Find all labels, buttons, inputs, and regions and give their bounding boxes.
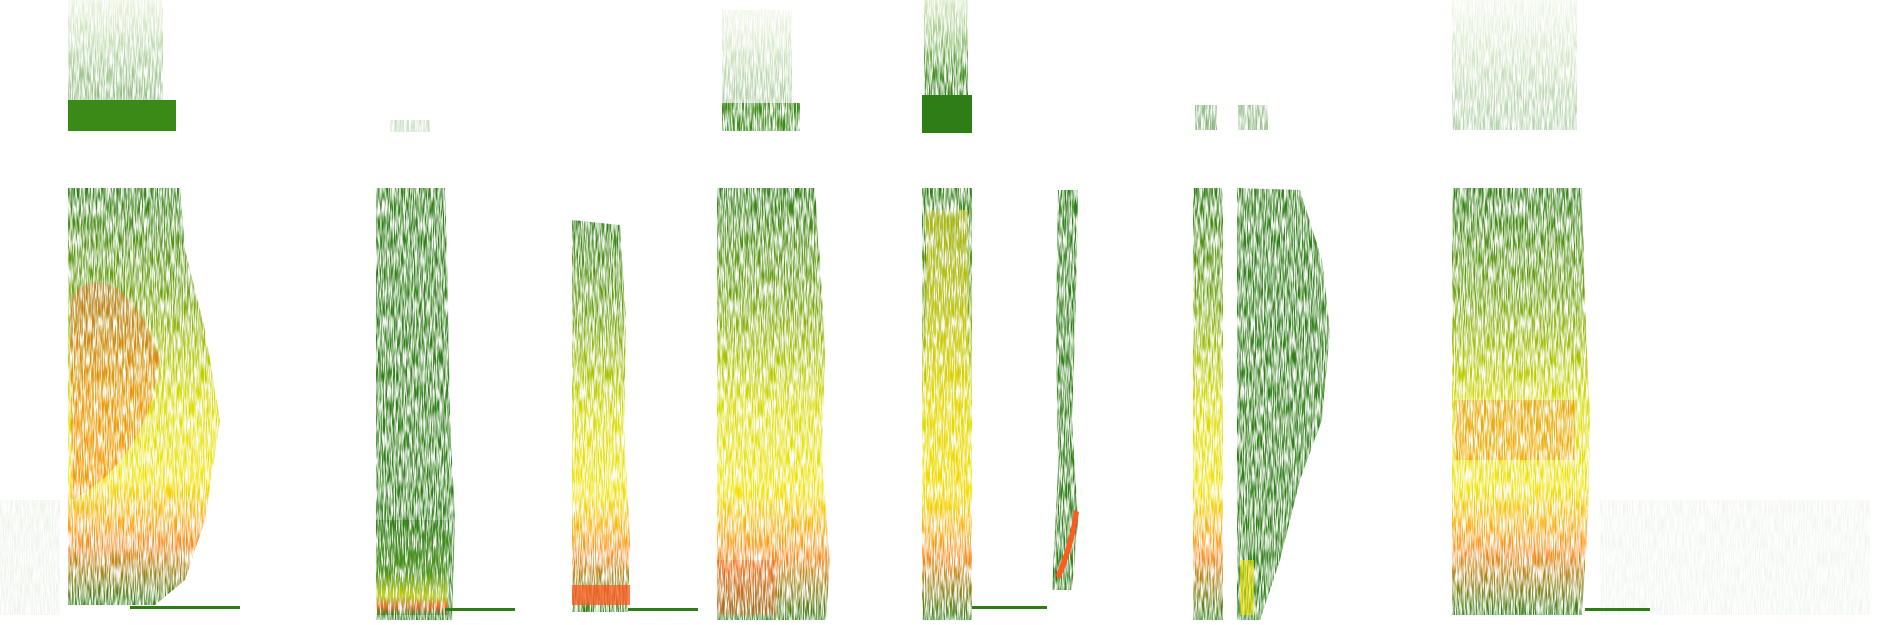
clip-9 (0, 500, 1870, 615)
clip-3 (572, 220, 698, 612)
clip-2 (376, 120, 515, 620)
clip-6 (1052, 190, 1079, 590)
clip-5 (922, 0, 1047, 620)
clip-8 (1452, 0, 1650, 615)
clip-7 (1193, 105, 1330, 620)
clip-1 (68, 0, 240, 609)
clip-4 (717, 10, 830, 620)
